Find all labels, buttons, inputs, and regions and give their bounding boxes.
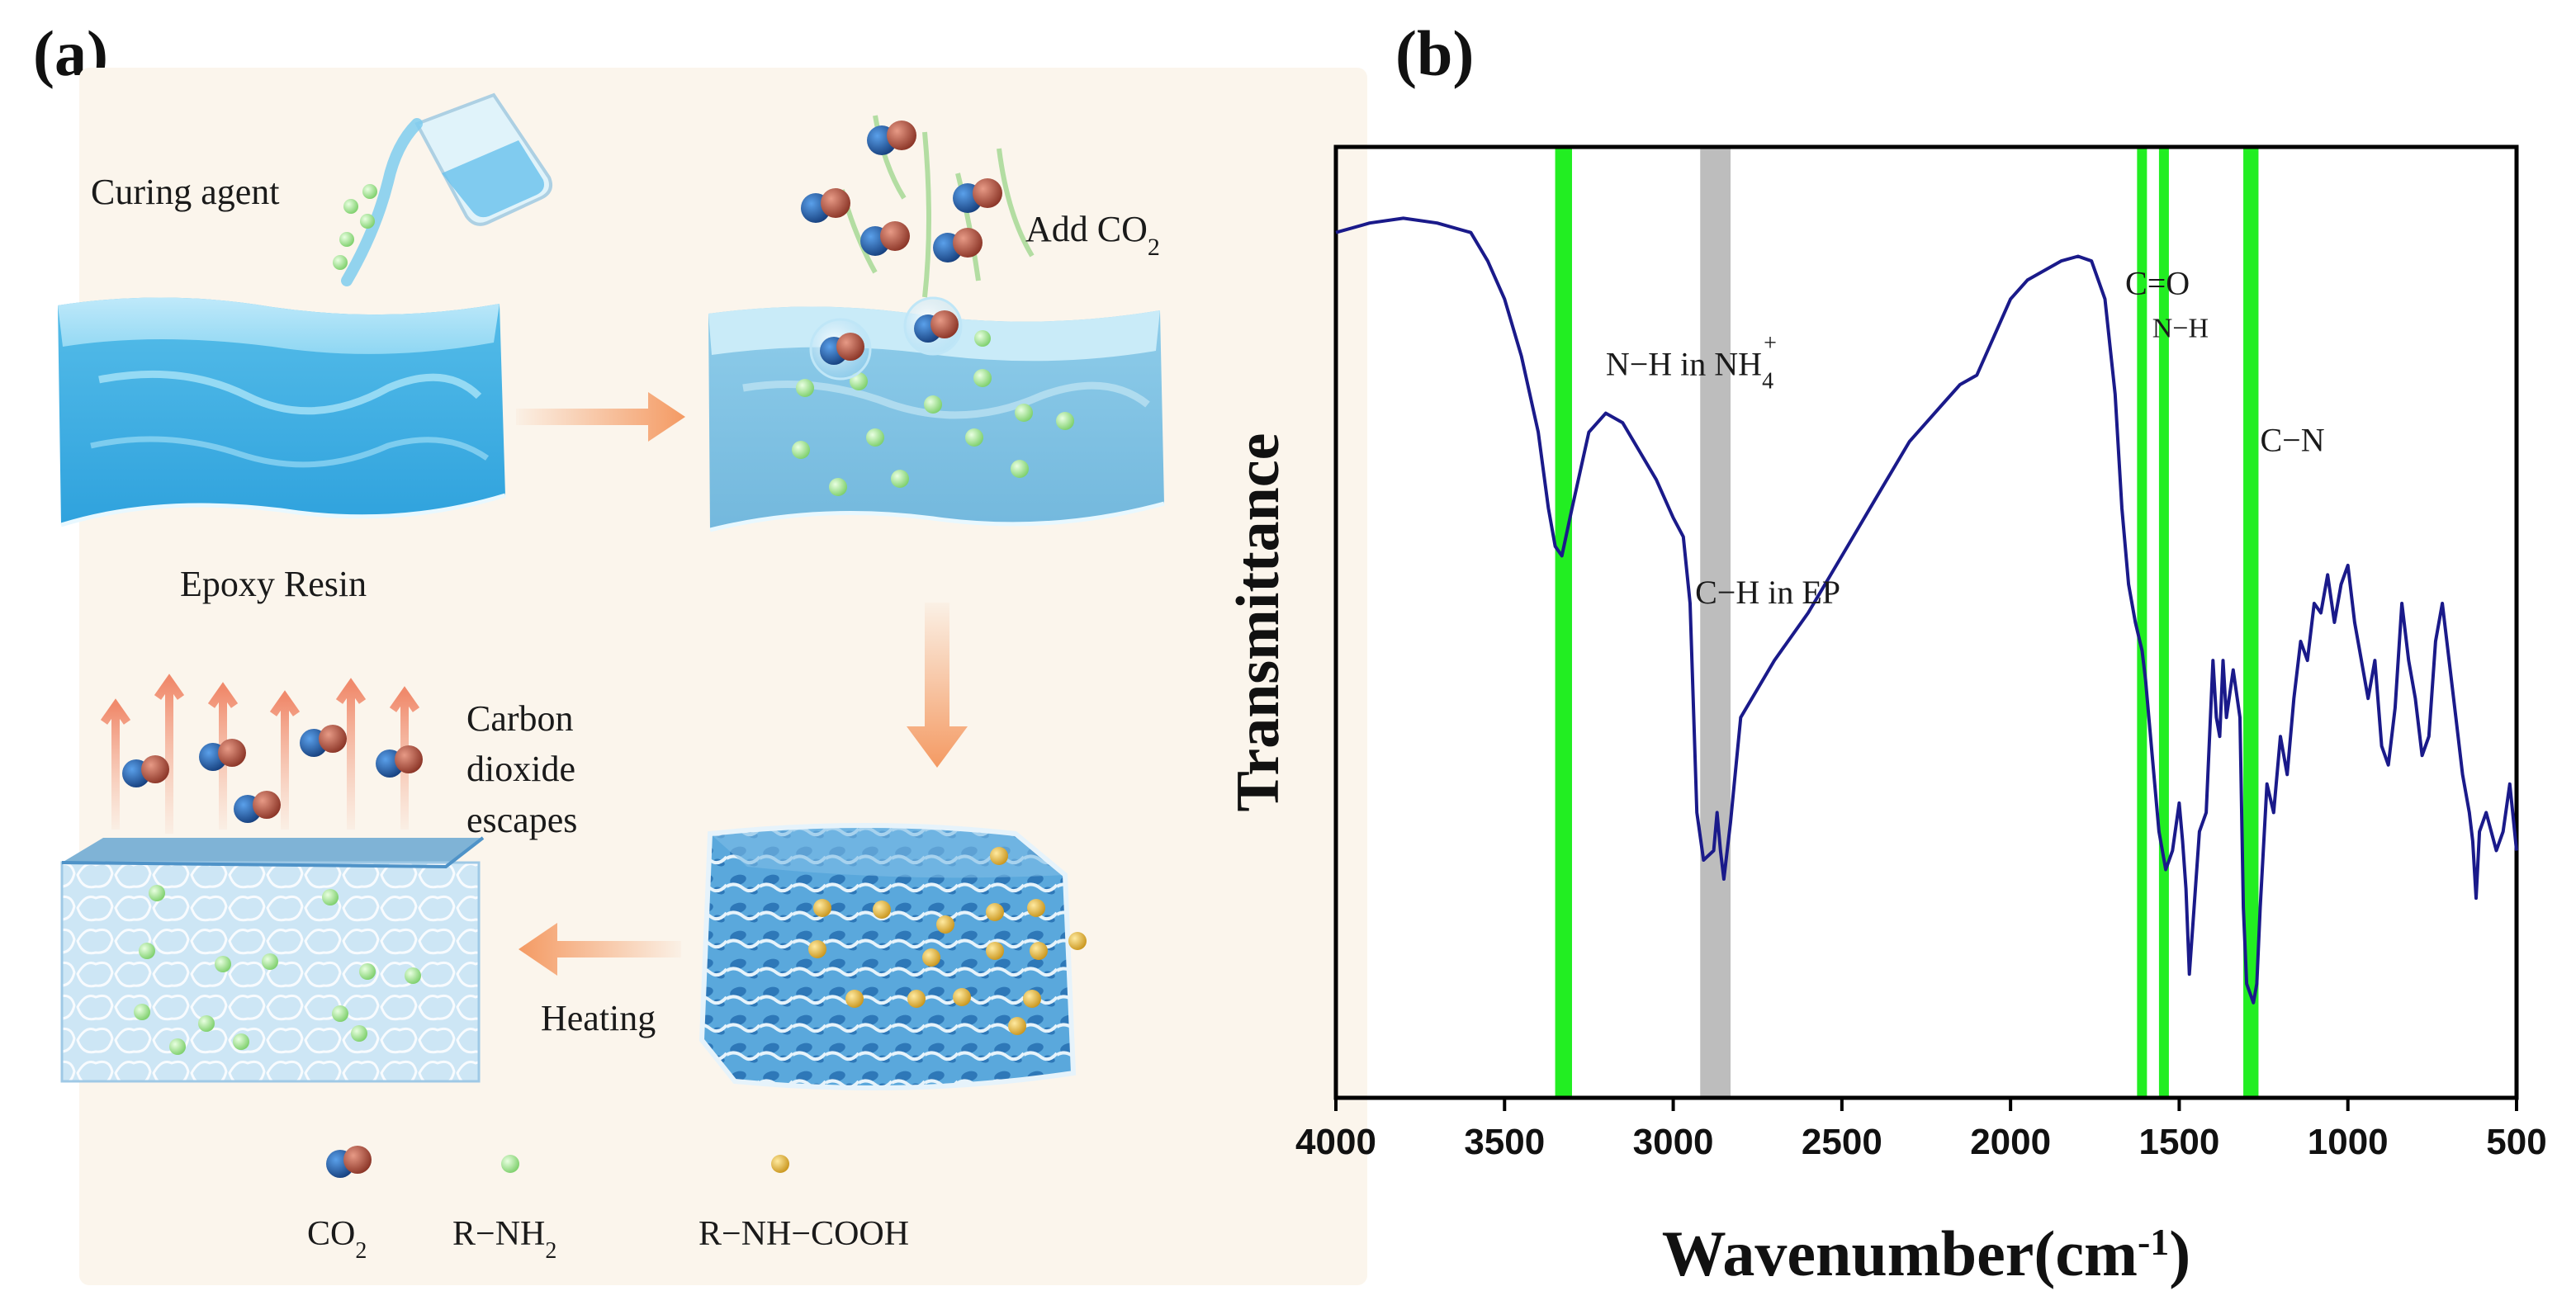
co2-molecules-escaping — [122, 725, 423, 823]
x-tick-label-1: 3500 — [1464, 1122, 1545, 1162]
co2-molecules-incoming — [801, 121, 1002, 262]
foamed-epoxy-block — [60, 836, 485, 1083]
band-3 — [2158, 147, 2169, 1098]
arrow-right — [516, 392, 685, 442]
epoxy-resin-block — [58, 297, 506, 527]
band-labels: N−H in NH4+ C−H in EP C=O N−H C−N — [1606, 265, 2325, 611]
amine-particles-foam — [134, 885, 421, 1055]
band-0 — [1555, 147, 1572, 1098]
x-axis-ticks: 4000 3500 3000 2500 2000 1500 1000 500 — [1295, 1098, 2547, 1162]
legend-carbamate-icon — [771, 1155, 789, 1173]
heating-label: Heating — [541, 998, 656, 1038]
panel-a-background — [79, 68, 1367, 1285]
spectrum-line — [1335, 216, 2518, 1005]
arrow-down — [907, 603, 968, 768]
band-2 — [2137, 147, 2147, 1098]
schematic-panel: Curing agent Epoxy Resin — [58, 68, 1367, 1285]
x-tick-label-0: 4000 — [1295, 1122, 1376, 1162]
beaker-icon — [341, 92, 552, 286]
band-label-4: C−N — [2260, 422, 2324, 459]
add-co2-label: Add CO2 — [1025, 209, 1160, 261]
band-label-0: N−H in NH4+ — [1606, 330, 1777, 394]
x-tick-label-2: 3000 — [1633, 1122, 1714, 1162]
amine-drops — [333, 184, 377, 270]
curing-agent-label: Curing agent — [91, 172, 280, 212]
band-label-3: N−H — [2152, 313, 2209, 343]
epoxy-resin-label: Epoxy Resin — [180, 564, 367, 604]
band-label-2: C=O — [2125, 265, 2190, 302]
ftir-chart: 4000 3500 3000 2500 2000 1500 1000 500 N−H in N… — [1224, 144, 2547, 1289]
absorption-bands — [1555, 147, 2259, 1098]
co2-bubbles — [809, 296, 963, 381]
carbamate-particles — [808, 847, 1087, 1035]
legend-amine-label: R−NH2 — [452, 1215, 556, 1264]
escape-label-line1: Carbon — [466, 698, 574, 739]
x-tick-label-7: 500 — [2486, 1122, 2546, 1162]
legend-amine-icon — [501, 1155, 519, 1173]
legend-carbamate-label: R−NH−COOH — [698, 1215, 909, 1253]
escape-arrows — [100, 674, 420, 834]
arrow-left — [519, 923, 681, 976]
porous-foam-block — [698, 823, 1077, 1090]
plot-frame — [1333, 144, 2519, 1100]
legend-co2-label: CO2 — [307, 1215, 367, 1264]
escape-label-line3: escapes — [466, 800, 577, 840]
band-4 — [2243, 147, 2259, 1098]
escape-label-line2: dioxide — [466, 749, 575, 789]
band-label-1: C−H in EP — [1695, 574, 1840, 611]
legend: CO2 R−NH2 R−NH−COOH — [307, 1146, 909, 1264]
band-1 — [1700, 147, 1731, 1098]
x-tick-label-4: 2000 — [1970, 1122, 2051, 1162]
amine-particles — [792, 330, 1074, 496]
x-tick-label-6: 1000 — [2308, 1122, 2389, 1162]
x-tick-label-3: 2500 — [1802, 1122, 1882, 1162]
y-axis-label: Transmittance — [1224, 433, 1292, 812]
x-axis-label: Wavenumber(cm-1) — [1662, 1218, 2191, 1289]
x-tick-label-5: 1500 — [2138, 1122, 2219, 1162]
panel-b-label: (b) — [1395, 17, 1475, 89]
